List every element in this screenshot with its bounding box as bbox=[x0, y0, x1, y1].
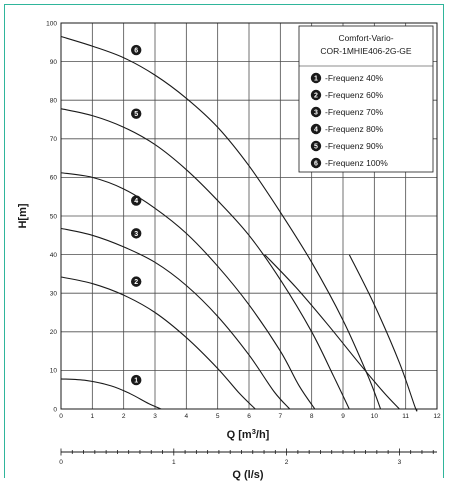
x-tick-label: 10 bbox=[371, 413, 379, 420]
legend-entry-4: -Frequenz 80% bbox=[325, 124, 384, 134]
x-axis-title-tail: /h] bbox=[256, 429, 270, 441]
badge-number: 2 bbox=[314, 93, 318, 100]
y-tick-label: 40 bbox=[50, 252, 58, 259]
series-badge-6: 6 bbox=[131, 44, 142, 56]
x-axis-title-sup: 3 bbox=[252, 427, 256, 436]
badge-circle bbox=[131, 228, 142, 239]
badge-number: 6 bbox=[134, 48, 138, 55]
y-tick-label: 90 bbox=[50, 59, 58, 66]
legend: Comfort-Vario- COR-1MHIE406-2G-GE 1 -Freque… bbox=[298, 25, 434, 173]
legend-title-line2: COR-1MHIE406-2G-GE bbox=[320, 46, 411, 56]
y-tick-label: 20 bbox=[50, 329, 58, 336]
legend-badge-4: 4 bbox=[310, 123, 322, 135]
y-tick-label: 100 bbox=[46, 20, 57, 27]
series-badge-2: 2 bbox=[131, 276, 142, 287]
secondary-tick-label: 2 bbox=[285, 459, 289, 466]
secondary-tick-label: 0 bbox=[59, 459, 63, 466]
series-badge-1: 1 bbox=[131, 374, 142, 386]
x-tick-label: 4 bbox=[185, 413, 189, 420]
badge-circle bbox=[310, 89, 322, 101]
plot-border bbox=[60, 22, 438, 410]
x-tick-label: 5 bbox=[216, 413, 220, 420]
limit-curve-2 bbox=[348, 254, 418, 412]
limit-curve-1 bbox=[264, 254, 400, 410]
secondary-axis-title: Q (l/s) bbox=[232, 469, 264, 481]
series: 1 2 3 4 5 6 bbox=[60, 35, 418, 412]
badge-circle bbox=[310, 72, 322, 84]
y-tick-label: 70 bbox=[50, 136, 58, 143]
badge-number: 5 bbox=[134, 111, 138, 118]
x-axis-title: Q [m3/h] bbox=[227, 427, 270, 441]
badge-number: 2 bbox=[134, 279, 138, 286]
series-line-4 bbox=[60, 172, 316, 410]
badge-circle bbox=[310, 157, 322, 169]
legend-badge-5: 5 bbox=[310, 140, 322, 152]
y-tick-label: 10 bbox=[50, 368, 58, 375]
x-tick-label: 11 bbox=[402, 413, 409, 420]
series-line-2 bbox=[60, 276, 256, 410]
badge-circle bbox=[131, 44, 142, 56]
secondary-tick-label: 1 bbox=[172, 459, 176, 466]
series-line-5 bbox=[60, 108, 350, 410]
badge-number: 3 bbox=[314, 110, 318, 117]
x-tick-label: 8 bbox=[310, 413, 314, 420]
y-axis-title: H[m] bbox=[17, 203, 29, 228]
series-line-1 bbox=[60, 378, 162, 410]
badge-circle bbox=[310, 106, 322, 118]
badge-circle bbox=[131, 276, 142, 287]
x-tick-label: 9 bbox=[341, 413, 345, 420]
y-tick-label: 0 bbox=[53, 406, 57, 413]
y-tick-label: 60 bbox=[50, 175, 58, 182]
x-tick-label: 12 bbox=[433, 413, 441, 420]
legend-entry-5: -Frequenz 90% bbox=[325, 141, 384, 151]
legend-box bbox=[298, 25, 434, 173]
badge-circle bbox=[131, 108, 142, 119]
x-axis-title-base: Q [m bbox=[227, 429, 252, 441]
badge-circle bbox=[131, 195, 142, 206]
badge-number: 4 bbox=[134, 198, 138, 205]
badge-number: 1 bbox=[134, 378, 138, 385]
x-tick-label: 0 bbox=[59, 413, 63, 420]
legend-badge-2: 2 bbox=[310, 89, 322, 101]
series-badge-4: 4 bbox=[131, 195, 142, 206]
badge-circle bbox=[310, 123, 322, 135]
badge-number: 6 bbox=[314, 161, 318, 168]
y-tick-label: 50 bbox=[50, 213, 58, 220]
legend-entry-1: -Frequenz 40% bbox=[325, 73, 384, 83]
badge-number: 3 bbox=[134, 231, 138, 238]
badge-number: 1 bbox=[314, 76, 318, 83]
legend-badge-6: 6 bbox=[310, 157, 322, 169]
series-badge-3: 3 bbox=[131, 228, 142, 239]
legend-entry-2: -Frequenz 60% bbox=[325, 90, 384, 100]
y-tick-label: 80 bbox=[50, 98, 58, 105]
x-tick-label: 3 bbox=[153, 413, 157, 420]
series-line-6 bbox=[60, 35, 382, 410]
y-tick-label: 30 bbox=[50, 291, 58, 298]
legend-entry-6: -Frequenz 100% bbox=[325, 158, 388, 168]
x-tick-label: 6 bbox=[247, 413, 251, 420]
legend-title-line1: Comfort-Vario- bbox=[338, 33, 393, 43]
x-tick-label: 1 bbox=[91, 413, 95, 420]
legend-entry-3: -Frequenz 70% bbox=[325, 107, 384, 117]
secondary-axis: 0 1 2 3 bbox=[59, 448, 437, 466]
badge-number: 5 bbox=[314, 144, 318, 151]
badge-circle bbox=[310, 140, 322, 152]
chart-frame bbox=[4, 4, 444, 478]
series-line-3 bbox=[60, 227, 291, 410]
legend-badge-3: 3 bbox=[310, 106, 322, 118]
secondary-tick-label: 3 bbox=[398, 459, 402, 466]
series-badge-5: 5 bbox=[131, 108, 142, 119]
badge-number: 4 bbox=[314, 127, 318, 134]
x-tick-label: 2 bbox=[122, 413, 126, 420]
badge-circle bbox=[131, 374, 142, 386]
x-tick-label: 7 bbox=[279, 413, 283, 420]
legend-badge-1: 1 bbox=[310, 72, 322, 84]
